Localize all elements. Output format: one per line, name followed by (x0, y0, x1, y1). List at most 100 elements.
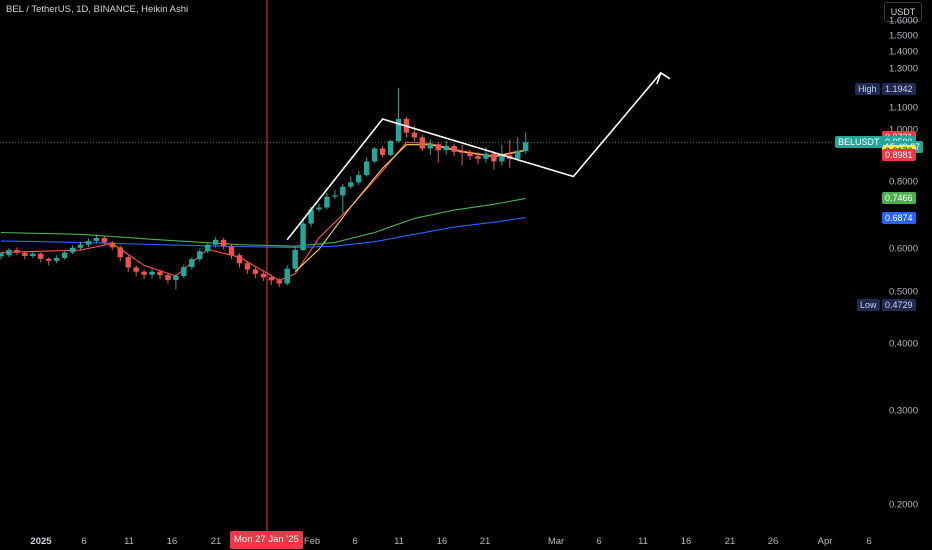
price-label: 0.6874 (882, 211, 916, 224)
crosshair-date-label: Mon 27 Jan '25 (230, 531, 303, 549)
moving-average-layer (0, 141, 526, 282)
projection-path (286, 72, 662, 241)
y-tick-label: 0.3000 (888, 405, 918, 417)
x-tick-label: 16 (680, 536, 692, 547)
candle-body (268, 277, 274, 281)
candle-body (6, 250, 12, 256)
candle-body (491, 153, 497, 162)
candle-body (30, 253, 36, 256)
candle-body (292, 250, 298, 269)
x-tick-label: 16 (166, 536, 178, 547)
x-tick-label: 6 (352, 536, 358, 547)
candle-body (77, 244, 84, 248)
x-tick-label: 11 (124, 536, 134, 547)
x-tick-label: Mar (547, 536, 565, 547)
high-value: 1.1942 (882, 82, 916, 95)
candle-body (236, 255, 243, 264)
candle-body (22, 252, 28, 256)
candle-body (149, 271, 155, 275)
candle-body (419, 137, 426, 149)
candle-body (38, 253, 44, 259)
candle-body (125, 257, 131, 268)
projection-layer (286, 71, 671, 241)
candle-body (14, 250, 20, 253)
x-tick-label: 16 (436, 536, 448, 547)
candle-body (324, 196, 330, 208)
candle-body (356, 175, 362, 183)
y-tick-label: 0.8000 (888, 176, 918, 188)
candle-body (61, 252, 68, 258)
candle-body (244, 263, 251, 270)
low-value: 0.4729 (882, 298, 916, 311)
y-tick-label: 1.5000 (888, 30, 918, 42)
candle-body (340, 186, 346, 196)
candle-body (46, 258, 52, 261)
candle-body (499, 155, 505, 162)
candle-body (467, 152, 473, 157)
candle-body (109, 242, 115, 248)
x-tick-label: 26 (767, 536, 779, 547)
y-tick-label: 1.4000 (888, 46, 918, 58)
x-tick-label: 2025 (30, 536, 52, 547)
candle-body (53, 257, 60, 261)
x-tick-label: Apr (817, 536, 833, 547)
x-tick-label: Feb (303, 536, 321, 547)
candle-body (85, 240, 92, 245)
x-tick-label: 6 (866, 536, 872, 547)
low-label: Low (857, 298, 880, 311)
candle-body (348, 182, 354, 187)
candle-body (101, 237, 108, 243)
x-tick-label: 21 (210, 536, 222, 547)
candle-body (483, 153, 489, 159)
candle-body (252, 269, 259, 274)
y-tick-label: 0.6000 (888, 243, 918, 255)
symbol-tag: BELUSDT (835, 136, 883, 149)
candle-body (284, 268, 290, 284)
y-tick-label: 0.2000 (888, 499, 918, 511)
high-label: High (855, 82, 880, 95)
candle-body (523, 142, 529, 152)
candle-body (228, 246, 235, 256)
candle-body (181, 267, 187, 276)
ma-line (0, 217, 526, 248)
arrow-head (656, 71, 671, 85)
candle-body (141, 271, 147, 275)
candle-body (443, 145, 449, 151)
candle-body (212, 239, 219, 245)
candle-body (515, 151, 521, 159)
candle-body (0, 253, 4, 257)
candle-body (276, 280, 282, 284)
x-tick-label: 21 (724, 536, 736, 547)
candle-body (300, 223, 306, 251)
candle-body (220, 239, 227, 247)
y-tick-label: 0.5000 (888, 286, 918, 298)
y-tick-label: 1.1000 (888, 102, 918, 114)
price-label: 0.8981 (882, 149, 916, 162)
candle-body (308, 209, 314, 224)
ma-line (294, 144, 526, 273)
candle-body (411, 132, 418, 138)
candle-body (205, 244, 211, 252)
candles-layer (0, 87, 529, 290)
candle-body (189, 259, 195, 268)
x-tick-label: 11 (638, 536, 648, 547)
price-label: 0.7466 (882, 192, 916, 205)
candle-body (395, 118, 402, 142)
y-tick-label: 0.4000 (888, 338, 918, 350)
candle-body (260, 273, 267, 278)
y-tick-label: 1.6000 (888, 15, 918, 27)
candle-body (316, 207, 322, 210)
x-tick-label: 21 (479, 536, 491, 547)
candle-body (332, 195, 338, 197)
candle-body (69, 247, 76, 253)
candle-body (117, 247, 123, 258)
x-tick-label: 6 (596, 536, 602, 547)
currency-button[interactable]: USDT (884, 2, 922, 22)
candle-body (93, 237, 100, 241)
candle-body (459, 151, 465, 153)
candle-body (427, 144, 433, 149)
candle-body (157, 271, 163, 276)
